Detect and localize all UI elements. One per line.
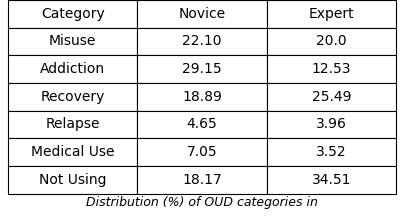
Text: Distribution (%) of OUD categories in: Distribution (%) of OUD categories in bbox=[86, 196, 318, 209]
